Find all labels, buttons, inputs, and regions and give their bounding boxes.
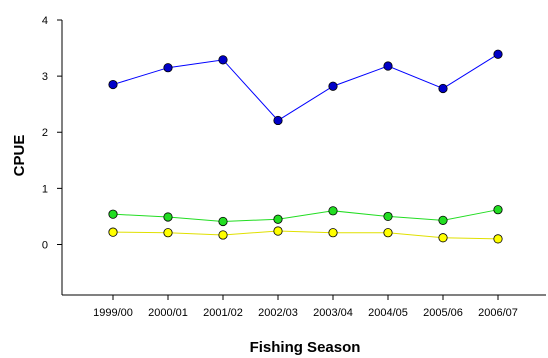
x-tick-label: 1999/00 xyxy=(93,307,133,319)
x-tick-label: 2006/07 xyxy=(478,307,518,319)
x-tick-labels: 1999/00 2000/01 2001/02 2002/03 2003/04 2004/… xyxy=(93,307,518,319)
data-point xyxy=(108,209,118,219)
x-tick-label: 2004/05 xyxy=(368,307,408,319)
data-point xyxy=(163,228,173,238)
y-tick-label: 2 xyxy=(42,127,48,139)
x-tick-label: 2005/06 xyxy=(423,307,463,319)
y-tick-label: 1 xyxy=(42,183,48,195)
data-point xyxy=(383,61,393,71)
data-point xyxy=(108,227,118,237)
y-tick-labels: 0 1 2 3 4 xyxy=(42,15,48,251)
series-3 xyxy=(108,226,503,244)
data-point xyxy=(273,226,283,236)
data-point xyxy=(383,228,393,238)
data-point xyxy=(493,205,503,215)
x-axis-title: Fishing Season xyxy=(250,339,361,356)
series-1 xyxy=(108,49,503,126)
y-tick-label: 3 xyxy=(42,71,48,83)
x-tick-label: 2002/03 xyxy=(258,307,298,319)
series-line xyxy=(112,230,499,240)
axes xyxy=(57,19,546,300)
data-point xyxy=(328,228,338,238)
data-point xyxy=(273,214,283,224)
x-tick-label: 2000/01 xyxy=(148,307,188,319)
data-point xyxy=(328,206,338,216)
series-line xyxy=(112,209,499,222)
data-point xyxy=(438,233,448,243)
data-point xyxy=(163,63,173,73)
series-line xyxy=(112,53,499,122)
x-tick-label: 2003/04 xyxy=(313,307,353,319)
x-tick-label: 2001/02 xyxy=(203,307,243,319)
y-tick-label: 4 xyxy=(42,15,48,27)
data-point xyxy=(163,212,173,222)
data-point xyxy=(218,216,228,227)
data-point xyxy=(273,115,283,126)
data-point xyxy=(438,215,448,225)
data-point xyxy=(493,234,503,244)
series-layer xyxy=(108,49,503,244)
data-point xyxy=(218,230,228,240)
data-point xyxy=(438,83,448,94)
y-tick-label: 0 xyxy=(42,239,48,251)
y-axis-title: CPUE xyxy=(11,135,28,177)
data-point xyxy=(108,79,118,90)
data-point xyxy=(328,81,338,91)
series-2 xyxy=(108,205,503,227)
data-point xyxy=(383,211,393,222)
data-point xyxy=(493,49,503,59)
data-point xyxy=(218,55,228,65)
